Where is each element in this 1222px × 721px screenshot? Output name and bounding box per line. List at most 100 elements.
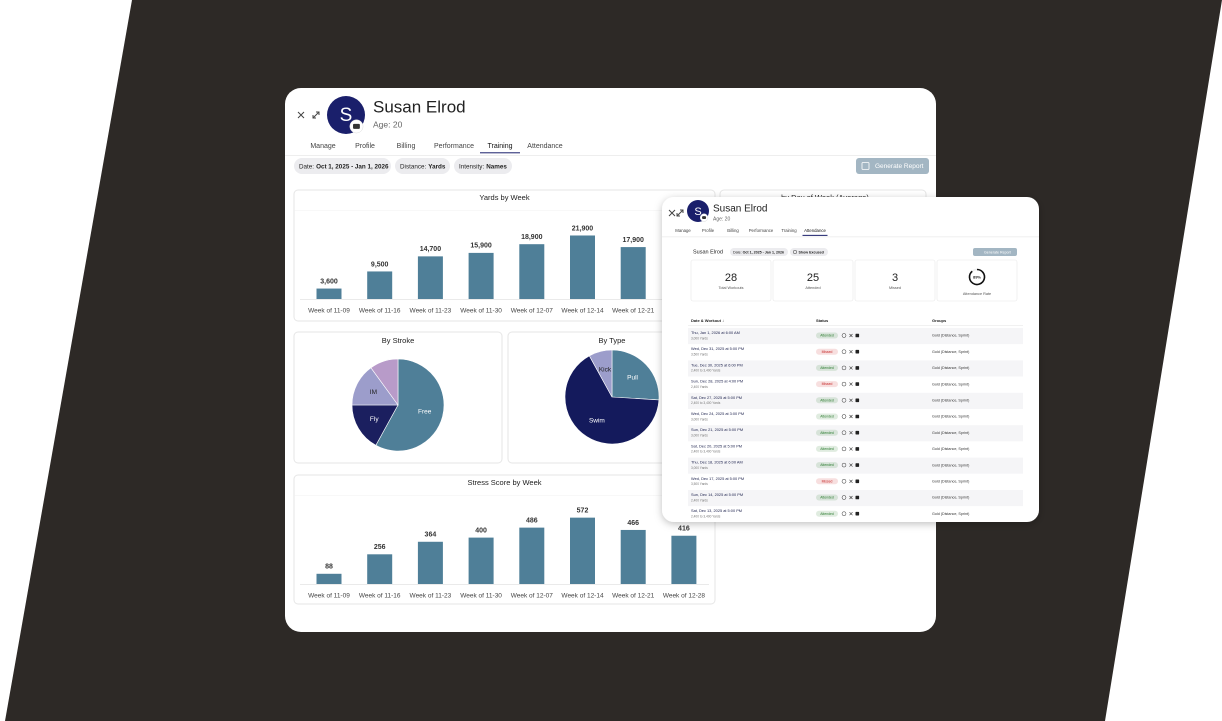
workout-yards: 3,000 Yards [691, 336, 708, 340]
note-button[interactable] [855, 398, 860, 403]
status-badge [816, 413, 838, 420]
excuse-button[interactable] [841, 446, 847, 452]
mark-missed-button[interactable] [849, 447, 853, 451]
bar-value-label: 364 [425, 532, 437, 539]
generate-report-button[interactable] [973, 248, 1017, 256]
workout-yards: 2,400 to 3,400 Yards [691, 401, 721, 405]
mark-missed-button[interactable] [849, 495, 853, 500]
note-button[interactable] [855, 382, 860, 386]
plot-divider [294, 495, 715, 496]
note-button[interactable] [855, 414, 860, 419]
mark-missed-button[interactable] [849, 430, 853, 435]
bar-value-label: 400 [475, 527, 487, 534]
expand-icon[interactable] [312, 111, 320, 119]
note-button[interactable] [855, 463, 860, 467]
mark-missed-button[interactable] [849, 414, 853, 419]
note-button[interactable] [855, 447, 860, 451]
column-header: Status [816, 318, 829, 323]
tab[interactable]: Billing [397, 143, 416, 150]
excuse-button[interactable] [841, 511, 847, 516]
tab[interactable]: Attendance [527, 143, 563, 150]
mark-missed-button[interactable] [849, 333, 853, 338]
close-icon[interactable] [668, 209, 676, 217]
note-button[interactable] [855, 430, 860, 435]
mark-missed-button[interactable] [849, 349, 853, 354]
tab-divider [285, 155, 936, 156]
tab[interactable]: Billing [727, 228, 739, 233]
excuse-button[interactable] [841, 365, 847, 371]
tab[interactable]: Training [781, 228, 797, 233]
athlete-age: Age: 20 [713, 216, 730, 222]
tab-underline [480, 152, 520, 154]
note-button[interactable] [855, 495, 860, 500]
stat-label: Attended [805, 286, 820, 290]
tab[interactable]: Manage [310, 143, 335, 150]
workout-yards: 3,000 Yards [691, 434, 708, 438]
excuse-button[interactable] [841, 495, 847, 500]
x-tick-label: Week of 12-28 [663, 593, 706, 600]
excuse-button[interactable] [841, 414, 847, 419]
workout-yards: 3,000 Yards [691, 466, 708, 470]
excused-toggle[interactable] [790, 248, 828, 256]
bar [671, 535, 697, 584]
workout-date: Sat, Dec 13, 2025 at 5:00 PM [691, 508, 742, 513]
filter-chip[interactable] [294, 158, 391, 174]
close-icon[interactable] [297, 111, 305, 119]
filter-text: Date:Oct 1, 2025 - Jan 1, 2026 [733, 250, 784, 254]
slice-label: Free [418, 409, 432, 416]
bar [519, 244, 545, 299]
chart-title: Yards by Week [479, 193, 529, 202]
filter-chip[interactable] [454, 158, 512, 174]
workout-yards: 3,000 Yards [691, 417, 708, 421]
generate-report-button[interactable] [856, 158, 929, 174]
note-button[interactable] [855, 366, 860, 370]
mark-missed-button[interactable] [849, 463, 853, 467]
x-tick-label: Week of 12-14 [561, 593, 604, 600]
expand-icon[interactable] [676, 209, 684, 217]
note-button[interactable] [855, 511, 860, 516]
tab[interactable]: Profile [355, 143, 375, 150]
tab[interactable]: Performance [434, 143, 474, 150]
filter-chip[interactable] [395, 158, 450, 174]
mark-missed-button[interactable] [849, 382, 853, 386]
note-button[interactable] [855, 349, 860, 354]
x-tick-label: Week of 11-09 [308, 593, 350, 600]
filter-value: Oct 1, 2025 - Jan 1, 2026 [316, 163, 389, 170]
athlete-label: Susan Elrod [693, 249, 723, 255]
mark-missed-button[interactable] [849, 511, 853, 516]
tab[interactable]: Attendance [804, 228, 826, 233]
bar [620, 529, 646, 584]
excuse-button[interactable] [841, 381, 847, 387]
excuse-button[interactable] [841, 479, 847, 484]
athlete-age: Age: 20 [373, 119, 403, 129]
workout-groups: Gold (Distance, Sprint) [932, 463, 969, 467]
status-badge [816, 348, 838, 355]
workout-yards: 3,500 Yards [691, 353, 708, 357]
stat-label: Missed [889, 286, 901, 290]
slice-label: Swim [589, 418, 605, 425]
column-header[interactable]: Date & Workout ↓ [691, 318, 724, 323]
plot-divider [294, 210, 715, 211]
excuse-button[interactable] [841, 349, 847, 354]
note-button[interactable] [855, 479, 860, 484]
status-label: Attended [820, 496, 834, 500]
excuse-button[interactable] [841, 430, 847, 435]
note-button[interactable] [855, 333, 860, 338]
tab[interactable]: Training [487, 143, 512, 150]
filter-text: Date:Oct 1, 2025 - Jan 1, 2026 [299, 163, 389, 170]
status-badge [816, 397, 838, 404]
bar-value-label: 486 [526, 517, 538, 524]
mark-missed-button[interactable] [849, 479, 853, 484]
excuse-button[interactable] [841, 462, 847, 468]
pie-slice [611, 349, 660, 401]
tab[interactable]: Profile [702, 228, 715, 233]
tab[interactable]: Manage [675, 228, 691, 233]
workout-groups: Gold (Distance, Sprint) [932, 334, 969, 338]
tab[interactable]: Performance [749, 228, 774, 233]
mark-missed-button[interactable] [849, 398, 853, 403]
mark-missed-button[interactable] [849, 366, 853, 370]
filter-chip[interactable] [730, 248, 788, 256]
excuse-button[interactable] [841, 333, 847, 338]
status-badge [816, 381, 838, 388]
excuse-button[interactable] [841, 398, 847, 403]
